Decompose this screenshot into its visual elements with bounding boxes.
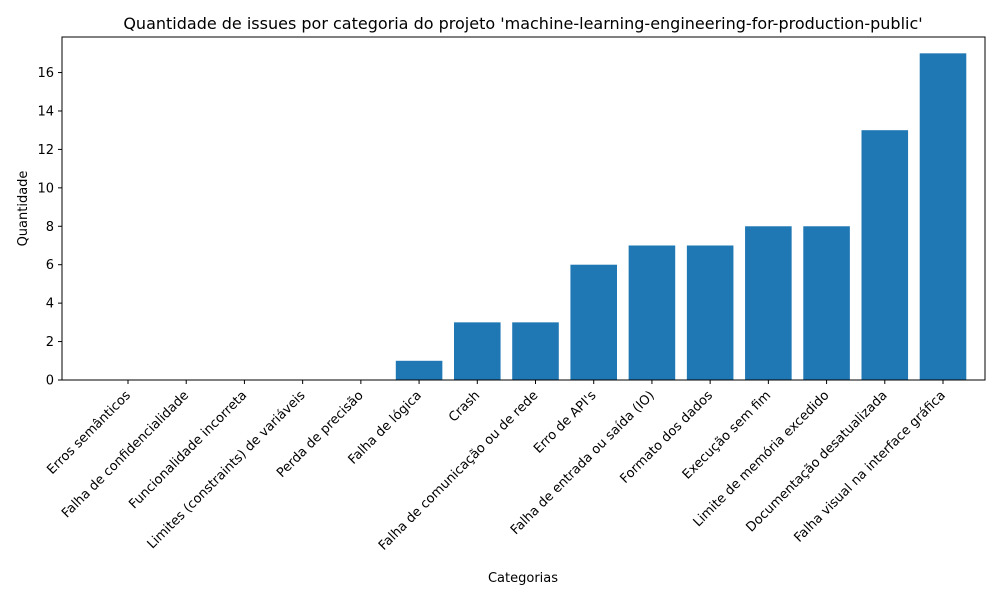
y-tick-label: 10 — [37, 181, 54, 196]
bar-14 — [861, 130, 909, 380]
plot-frame — [61, 36, 986, 381]
y-tick-label: 16 — [37, 66, 54, 81]
bar-11 — [686, 245, 734, 380]
y-axis: 0 2 4 6 8 10 12 14 16 — [37, 66, 62, 389]
y-tick-label: 0 — [46, 374, 54, 389]
x-tick-label: Funcionalidade incorreta — [126, 388, 250, 512]
x-axis-label: Categorias — [488, 571, 558, 586]
y-tick-label: 4 — [46, 297, 54, 312]
bars-group — [395, 53, 967, 380]
bar-6 — [395, 360, 443, 380]
x-tick-label: Crash — [446, 388, 483, 425]
y-tick-label: 12 — [37, 143, 54, 158]
y-tick-label: 8 — [46, 220, 54, 235]
bar-15 — [919, 53, 967, 380]
y-axis-label: Quantidade — [16, 171, 31, 247]
y-tick-label: 2 — [46, 335, 54, 350]
chart-title: Quantidade de issues por categoria do pr… — [123, 14, 922, 33]
bar-7 — [454, 322, 501, 380]
bar-9 — [570, 264, 617, 380]
bar-10 — [628, 245, 676, 380]
bar-13 — [803, 226, 850, 380]
bar-8 — [512, 322, 559, 380]
bar-12 — [745, 226, 792, 380]
y-tick-label: 6 — [46, 258, 54, 273]
y-tick-label: 14 — [37, 104, 54, 119]
